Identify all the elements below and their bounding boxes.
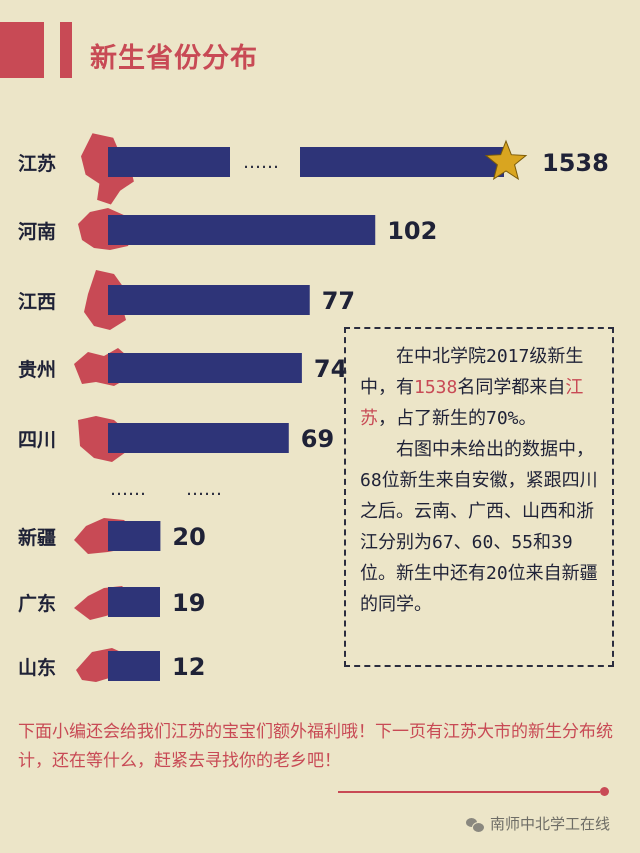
bar: [108, 651, 160, 681]
bar: [108, 521, 161, 551]
value-label: 74: [314, 355, 347, 383]
footer-divider: [338, 791, 600, 793]
info-text: 在中北学院2017级新生中，有: [360, 346, 584, 398]
value-label: 20: [172, 523, 205, 551]
info-text: 名同学都来自: [457, 377, 566, 398]
category-label: 新疆: [18, 526, 56, 549]
bar: [108, 353, 302, 383]
category-label: 河南: [18, 221, 56, 243]
info-highlight-count: 1538: [414, 377, 458, 398]
value-label: 69: [301, 425, 334, 453]
category-label: 广东: [18, 592, 56, 615]
wechat-icon: [466, 816, 485, 833]
value-label: 19: [172, 589, 205, 617]
watermark-label: 南师中北学工在线: [490, 815, 611, 833]
category-label: 江西: [18, 291, 56, 313]
value-label: 102: [387, 217, 437, 245]
bar: [108, 215, 376, 245]
info-highlight-province: 江苏: [360, 377, 584, 429]
axis-break-dots: ……: [186, 479, 222, 500]
info-paragraph-2: 右图中未给出的数据中，68位新生来自安徽，紧跟四川之后。云南、广西、山西和浙江分…: [360, 439, 598, 615]
title-accent-bar: [60, 22, 72, 78]
axis-break-dots: ……: [110, 479, 146, 500]
star-marker: [484, 139, 528, 181]
province-map-1: [81, 133, 134, 205]
category-label: 江苏: [18, 152, 56, 175]
bar: [108, 423, 289, 453]
info-paragraph-1: 在中北学院2017级新生中，有1538名同学都来自江苏，占了新生的70%。: [360, 341, 602, 434]
bar-break-dots: ……: [243, 152, 279, 173]
bar: [300, 147, 504, 177]
info-text: ，占了新生的70%。: [378, 408, 537, 429]
category-label: 四川: [18, 429, 56, 451]
page-title: 新生省份分布: [90, 43, 258, 74]
footer-dot: [600, 787, 609, 796]
footer-text: 下面小编还会给我们江苏的宝宝们额外福利哦！下一页有江苏大市的新生分布统计，还在等…: [18, 722, 613, 771]
value-label: 12: [172, 653, 205, 681]
info-box: 在中北学院2017级新生中，有1538名同学都来自江苏，占了新生的70%。 右图…: [344, 327, 614, 667]
category-label: 贵州: [18, 359, 56, 381]
bar: [108, 587, 160, 617]
category-label: 山东: [18, 656, 56, 679]
watermark: 南师中北学工在线: [466, 813, 610, 834]
title-accent-block: [0, 22, 44, 78]
value-label: 77: [322, 287, 355, 315]
bar: [108, 285, 310, 315]
value-label: 1538: [542, 149, 609, 177]
bar-segment-a: [108, 147, 230, 177]
